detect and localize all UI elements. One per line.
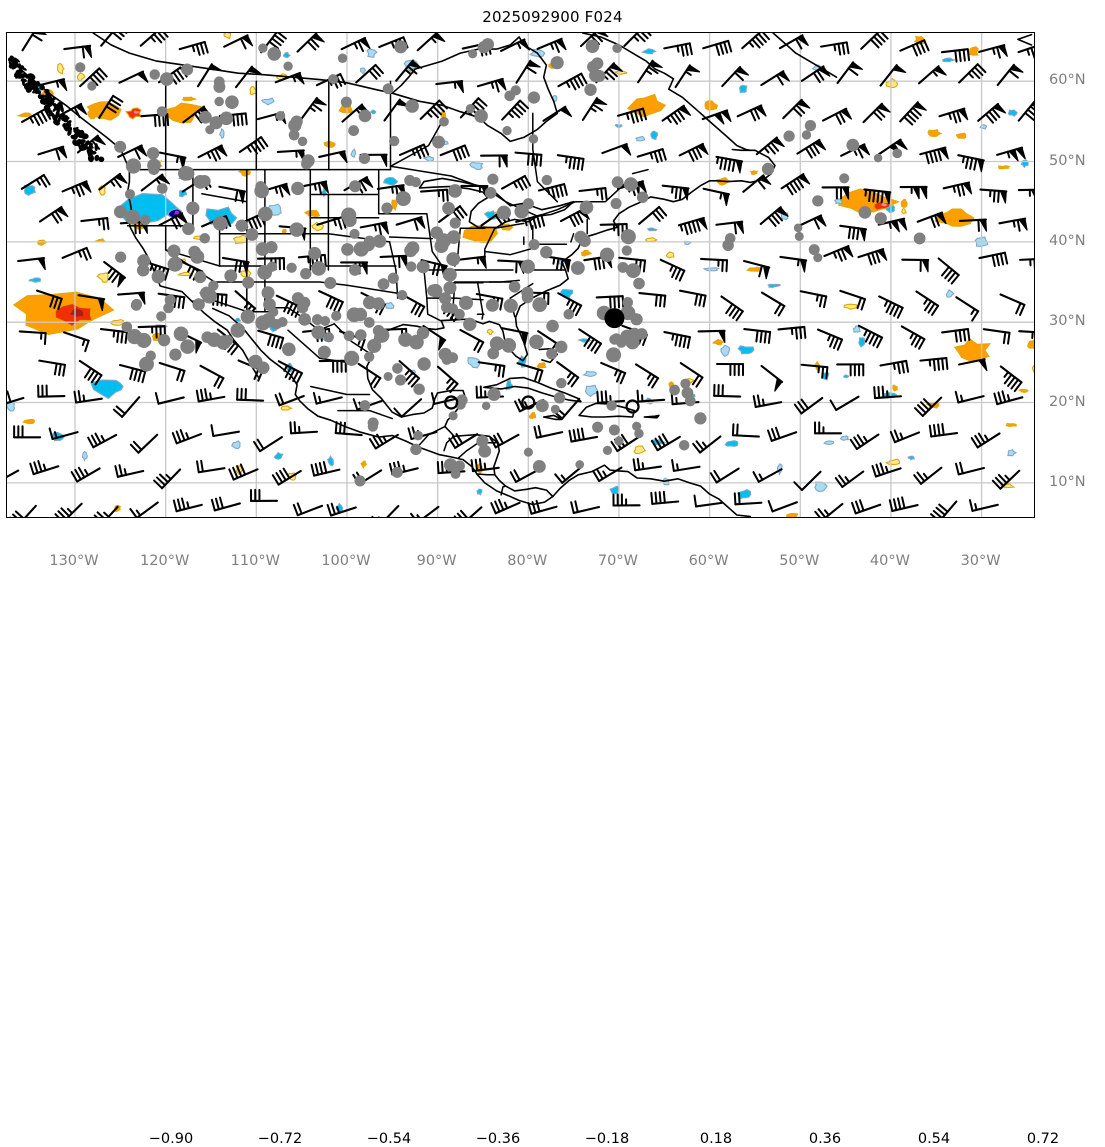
colorbar-tick-label: 0.18 xyxy=(700,1131,732,1147)
colorbar-tick-label: −0.54 xyxy=(367,1131,411,1147)
colorbar-tick-label: −0.36 xyxy=(476,1131,520,1147)
colorbar-tick-label: 0.36 xyxy=(809,1131,841,1147)
colorbar-tick-label: −0.72 xyxy=(258,1131,302,1147)
map-frame xyxy=(6,32,1035,518)
colorbar-tick-label: 0.54 xyxy=(918,1131,950,1147)
colorbar-tick-label: −0.18 xyxy=(585,1131,629,1147)
colorbar-tick-label: 0.72 xyxy=(1027,1131,1059,1147)
colorbar-tick-label: −0.90 xyxy=(149,1131,193,1147)
lat-tick-label: 60°N xyxy=(1049,72,1086,88)
figure-title: 2025092900 F024 xyxy=(0,8,1105,26)
lat-tick-label: 20°N xyxy=(1049,394,1086,410)
lat-tick-label: 50°N xyxy=(1049,153,1086,169)
lat-tick-label: 30°N xyxy=(1049,313,1086,329)
map-canvas xyxy=(7,33,1035,518)
colorbar-canvas xyxy=(0,548,1105,612)
lat-tick-label: 40°N xyxy=(1049,233,1086,249)
lat-tick-label: 10°N xyxy=(1049,474,1086,490)
